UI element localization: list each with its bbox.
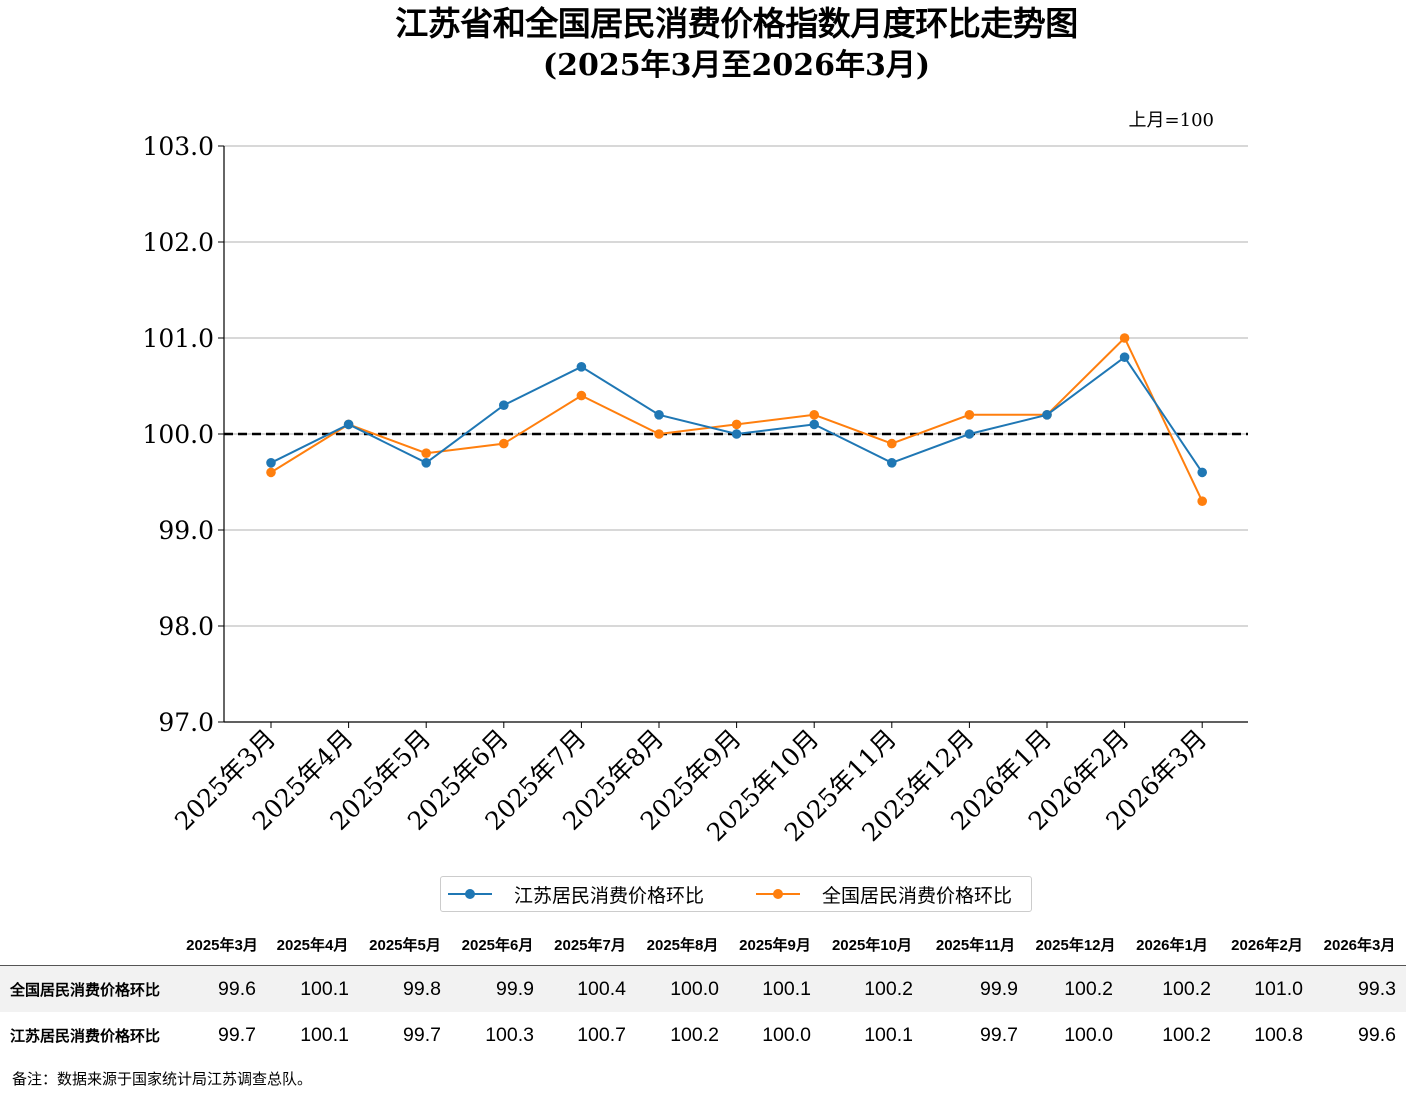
data-point-jiangsu [887,458,897,468]
legend-marker-national [773,889,783,899]
table-cell: 100.0 [636,965,729,1012]
table-header: 2025年5月 [359,923,451,966]
y-tick-label: 99.0 [158,516,214,545]
legend-swatch-jiangsu [448,877,492,911]
table-header: 2025年12月 [1028,923,1123,966]
row-label: 江苏居民消费价格环比 [10,1027,161,1045]
y-tick-label: 103.0 [142,132,214,161]
data-point-national [266,467,276,478]
table-cell: 100.2 [670,1023,719,1046]
row-label: 全国居民消费价格环比 [0,965,178,1012]
y-tick-label: 97.0 [158,708,214,737]
table-header: 2026年3月 [1313,923,1406,966]
data-table: 2025年3月 2025年4月 2025年5月 2025年6月 2025年7月 … [0,923,1406,1058]
y-tick-label: 102.0 [142,228,214,257]
table-cell: 100.1 [300,1023,349,1046]
table-cell: 100.4 [544,965,636,1012]
chart-title: 江苏省和全国居民消费价格指数月度环比走势图 [395,4,1078,43]
data-point-jiangsu [654,410,664,420]
legend-label-national: 全国居民消费价格环比 [822,884,1013,907]
data-point-jiangsu [731,429,742,439]
data-point-jiangsu [1119,352,1130,363]
axis-layer: 97.098.099.0100.0101.0102.0103.02025年3月2… [142,132,1248,847]
footnote: 备注：数据来源于国家统计局江苏调查总队。 [12,1070,313,1088]
table-cell: 100.3 [485,1023,534,1046]
table-cell: 99.7 [980,1023,1018,1046]
legend-swatch-national [756,877,800,911]
data-point-jiangsu [809,419,819,430]
data-point-national [654,429,664,439]
table-cell: 100.2 [1162,1023,1211,1046]
data-point-national [809,410,819,420]
table-cell: 100.2 [1123,965,1221,1012]
data-point-national [964,410,975,420]
table-cell: 100.7 [577,1023,626,1046]
table-row: 江苏居民消费价格环比 99.7 100.1 99.7 100.3 100.7 1… [0,1012,1406,1058]
table-cell: 99.6 [178,965,266,1012]
data-point-national [731,419,742,430]
y-tick-label: 101.0 [142,324,214,353]
data-point-national [1119,333,1130,343]
legend: 江苏居民消费价格环比 全国居民消费价格环比 [440,876,1032,912]
data-point-jiangsu [421,458,432,468]
table-header: 2025年4月 [266,923,359,966]
table-cell: 100.2 [1028,965,1123,1012]
data-point-jiangsu [343,419,354,430]
table-cell: 99.6 [1358,1023,1396,1046]
table-cell: 100.0 [762,1023,811,1046]
table-row: 全国居民消费价格环比 99.6 100.1 99.8 99.9 100.4 10… [0,965,1406,1012]
unit-note: 上月=100 [1129,110,1214,131]
data-point-jiangsu [1042,410,1052,420]
table-header: 2025年11月 [923,923,1028,966]
series-layer [224,333,1248,507]
table-cell: 100.1 [864,1023,913,1046]
table-header: 2026年2月 [1221,923,1313,966]
data-point-jiangsu [266,458,276,468]
table-header: 2025年7月 [544,923,636,966]
data-point-national [1197,496,1207,507]
table-cell: 100.8 [1254,1023,1303,1046]
table-cell: 99.9 [923,965,1028,1012]
table-header: 2025年8月 [636,923,729,966]
table-header: 2025年10月 [821,923,923,966]
data-point-national [887,438,897,449]
data-point-jiangsu [964,429,975,439]
series-line-jiangsu [270,355,1204,473]
table-cell: 99.9 [451,965,544,1012]
data-point-national [576,390,587,401]
table-header-row: 2025年3月 2025年4月 2025年5月 2025年6月 2025年7月 … [0,923,1406,966]
table-header: 2025年9月 [729,923,821,966]
table-cell: 100.1 [729,965,821,1012]
legend-item-national: 全国居民消费价格环比 [756,877,1012,911]
data-point-jiangsu [499,400,509,411]
data-point-jiangsu [576,362,587,372]
legend-item-jiangsu: 江苏居民消费价格环比 [448,877,704,911]
chart-subtitle: (2025年3月至2026年3月) [542,48,931,83]
data-point-jiangsu [1197,467,1207,478]
data-point-national [421,448,432,459]
y-tick-label: 98.0 [158,612,214,641]
table-cell: 100.1 [266,965,359,1012]
legend-marker-jiangsu [465,889,475,899]
table-cell: 100.0 [1064,1023,1113,1046]
table-cell: 99.8 [359,965,451,1012]
table-cell: 101.0 [1221,965,1313,1012]
legend-label-jiangsu: 江苏居民消费价格环比 [514,884,705,907]
table-cell: 99.3 [1313,965,1406,1012]
data-point-national [499,438,509,449]
table-corner [0,923,178,966]
table-cell: 100.2 [821,965,923,1012]
table-cell: 99.7 [218,1023,256,1046]
line-chart: 97.098.099.0100.0101.0102.0103.02025年3月2… [142,110,1248,847]
table-header: 2025年3月 [178,923,266,966]
table-header: 2026年1月 [1123,923,1221,966]
table-cell: 99.7 [403,1023,441,1046]
y-tick-label: 100.0 [142,420,214,449]
table-header: 2025年6月 [451,923,544,966]
